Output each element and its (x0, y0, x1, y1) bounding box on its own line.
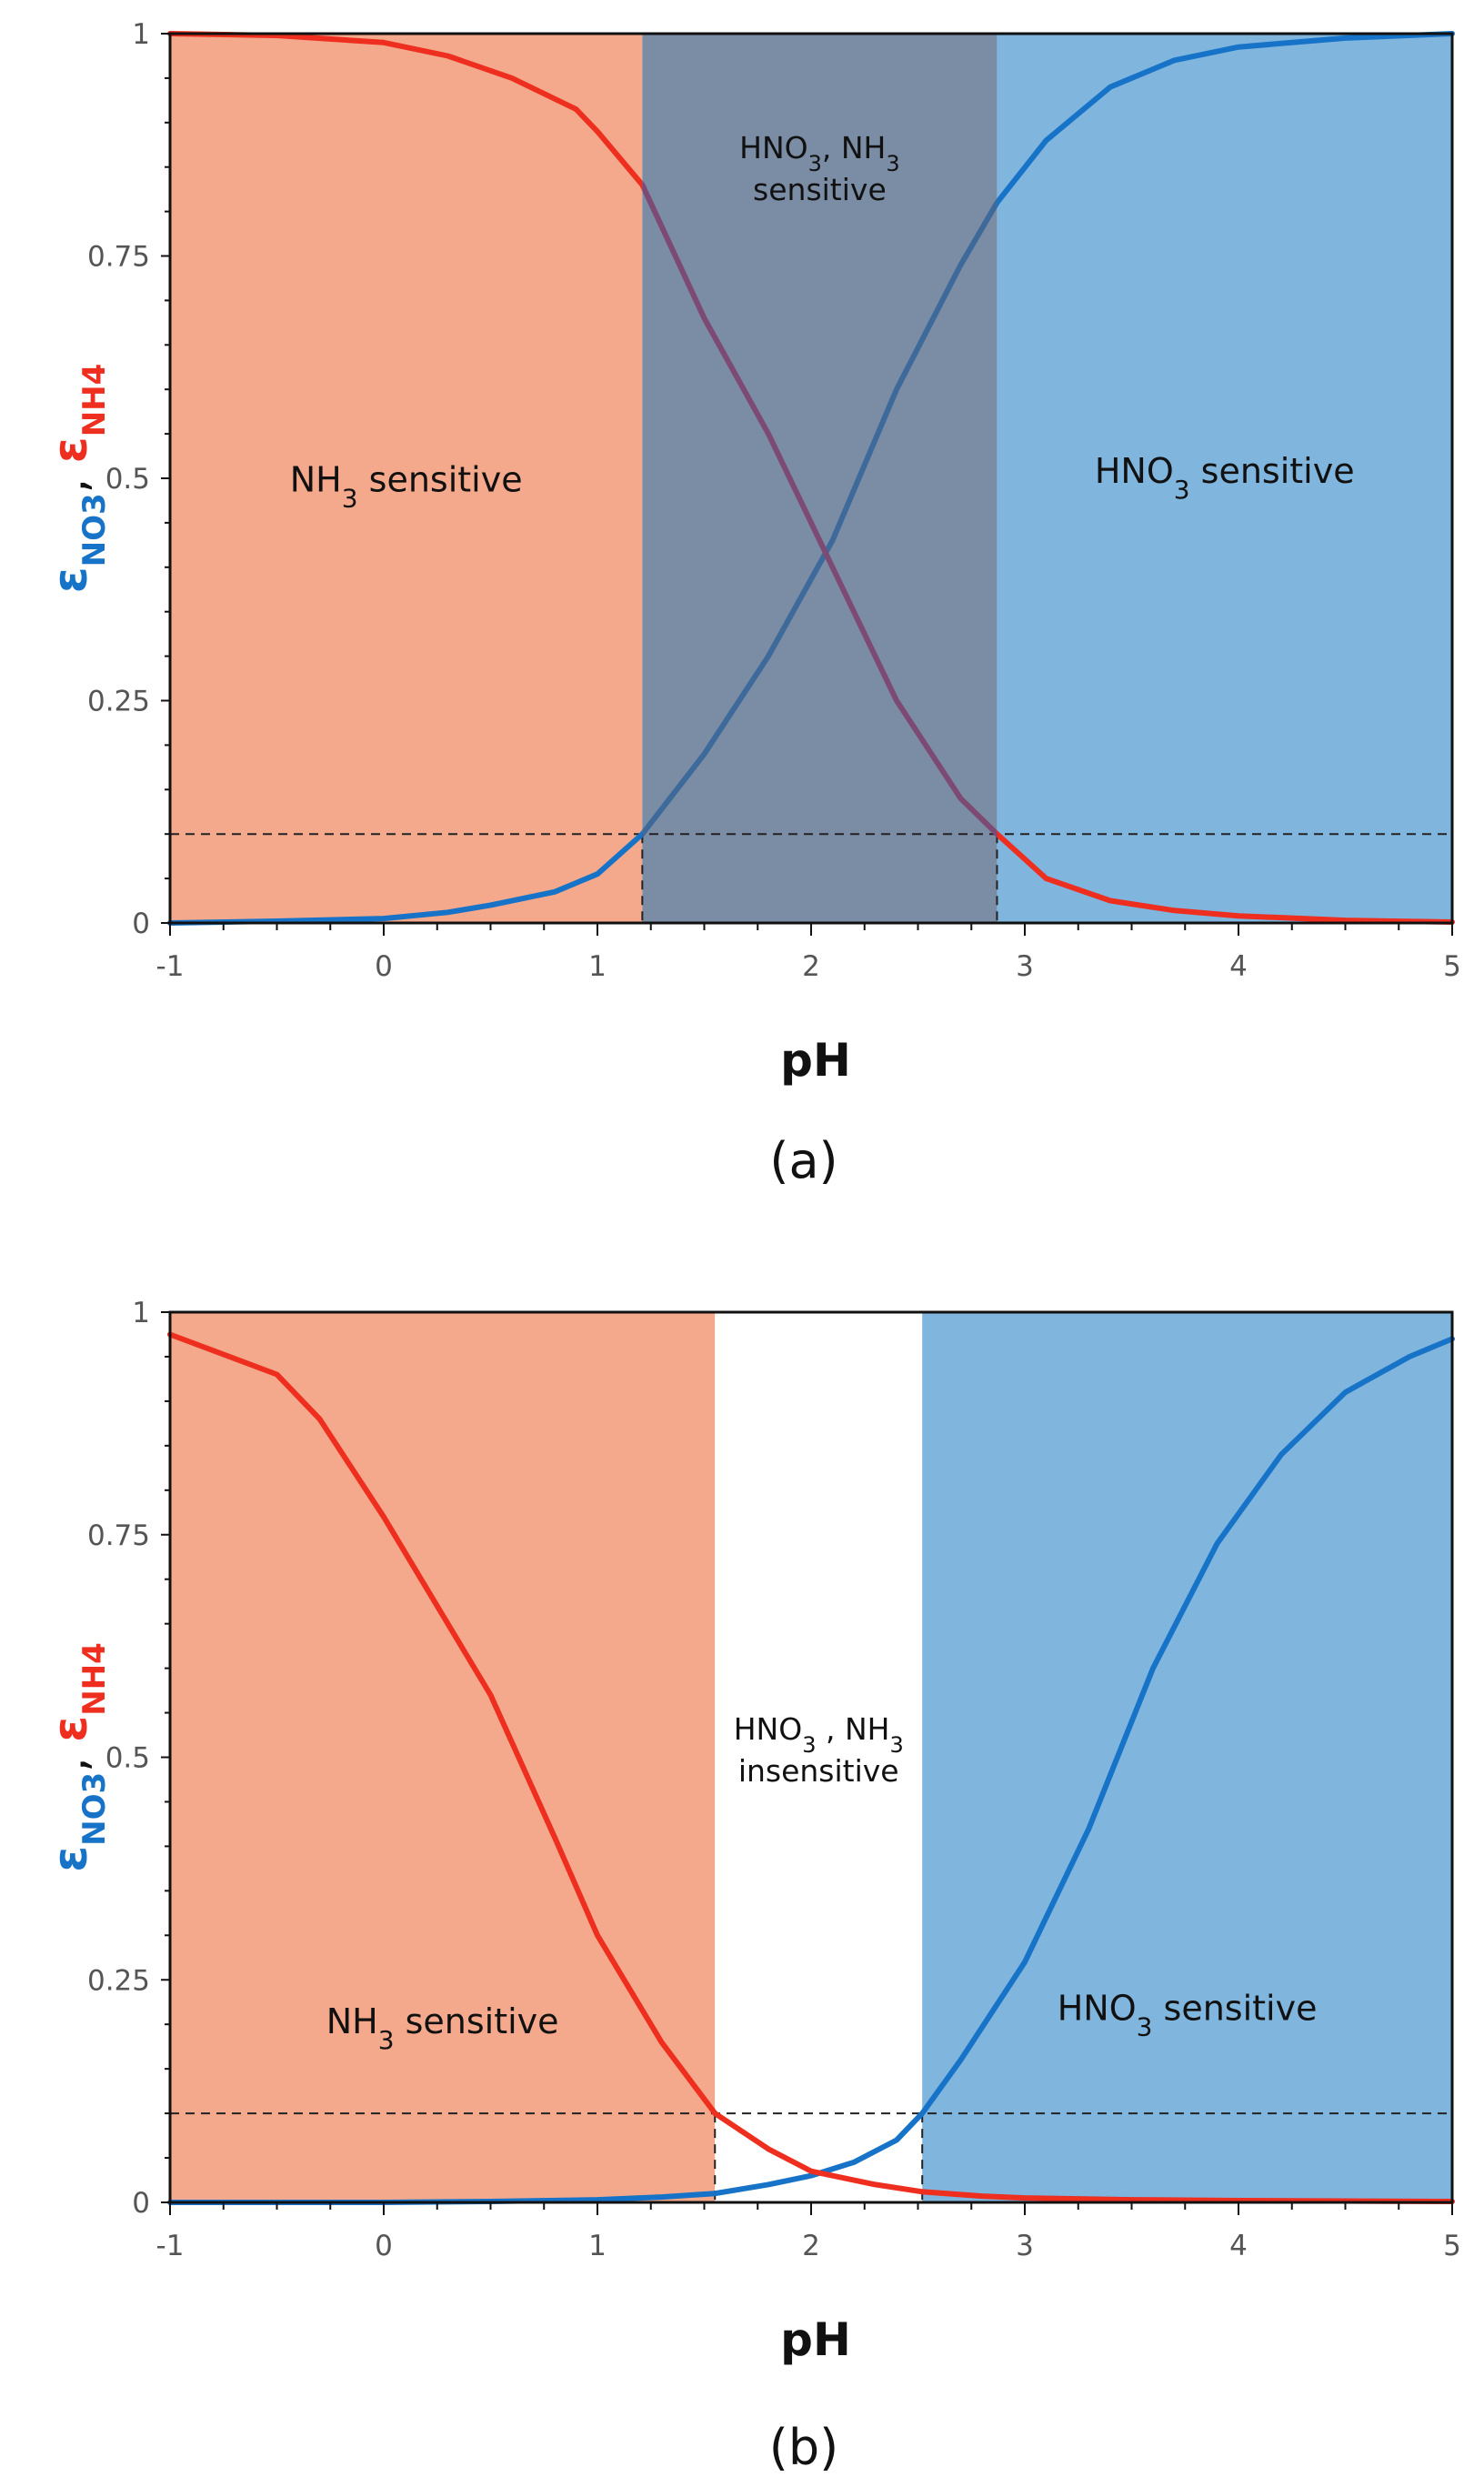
region-label-text: HNO (734, 1711, 802, 1747)
region-label-nh3: NH3 sensitive (326, 2001, 559, 2055)
y-label-subscript-no3: NO3 (76, 1772, 113, 1846)
curve-no3-in-overlap (642, 198, 998, 838)
x-tick-label: -1 (156, 2230, 185, 2262)
y-tick-label: 0 (132, 2187, 150, 2220)
curve-nh4-in-overlap (642, 180, 998, 838)
panel-label: (b) (769, 2419, 838, 2476)
region-label-subscript: 3 (1174, 474, 1190, 504)
y-tick-label: 0.5 (105, 463, 150, 496)
region-insensitive-band (715, 1312, 923, 2202)
x-tick-label: 5 (1443, 2230, 1461, 2262)
y-label-epsilon-nh4: ε (44, 1716, 98, 1742)
region-label-subscript: 3 (808, 151, 822, 176)
y-tick-label: 1 (132, 1297, 150, 1329)
y-label-separator: , (44, 1742, 98, 1772)
y-axis-label: εNO3, εNH4 (44, 1642, 113, 1872)
x-tick-label: 4 (1229, 950, 1248, 983)
y-label-epsilon-nh4: ε (44, 436, 98, 463)
curve-no3 (167, 1336, 1455, 2205)
x-tick-label: 3 (1016, 2230, 1034, 2262)
x-tick-label: 5 (1443, 950, 1461, 983)
x-tick-label: 3 (1016, 950, 1034, 983)
region-label-text: , NH (816, 1711, 889, 1747)
region-overlap-band (642, 34, 998, 923)
x-tick-label: 1 (588, 950, 607, 983)
y-label-subscript-nh4: NH4 (76, 364, 113, 437)
y-tick-label: 1 (132, 18, 150, 51)
y-label-separator: , (44, 463, 98, 493)
curve-nh4 (167, 1331, 1455, 2204)
x-tick-label: 0 (375, 2230, 393, 2262)
y-tick-label: 0.5 (105, 1742, 150, 1775)
x-tick-label: 2 (802, 950, 820, 983)
panel-label: (a) (769, 1132, 837, 1189)
region-label-subscript: 3 (886, 151, 899, 176)
region-hno3-band (997, 34, 1452, 923)
y-label-epsilon-no3: ε (44, 567, 98, 593)
region-label-subscript: 3 (378, 2024, 395, 2054)
x-tick-label: 4 (1229, 2230, 1248, 2262)
region-label-subscript: 3 (342, 483, 358, 513)
region-nh3-band (170, 1312, 716, 2202)
region-label-text: NH (290, 460, 342, 500)
region-label-subscript: 3 (889, 1732, 903, 1758)
x-tick-label: 0 (375, 950, 393, 983)
region-label-text: HNO (739, 130, 807, 165)
region-label-hno3: HNO3 sensitive (1058, 1988, 1318, 2041)
region-label-text: sensitive (1152, 1988, 1317, 2028)
region-label-text: HNO (1095, 451, 1174, 491)
y-tick-label: 0.75 (87, 1519, 150, 1552)
region-label-text: sensitive (358, 460, 523, 500)
region-label-insensitive-line2: insensitive (738, 1753, 899, 1789)
region-label-overlap-line1: HNO3, NH3 (739, 130, 900, 176)
region-label-text: , NH (822, 130, 886, 165)
x-tick-label: -1 (156, 950, 185, 983)
y-axis-label: εNO3, εNH4 (44, 364, 113, 594)
region-label-hno3: HNO3 sensitive (1095, 451, 1355, 505)
region-label-text: HNO (1058, 1988, 1137, 2028)
x-tick-label: 1 (588, 2230, 607, 2262)
y-tick-label: 0.75 (87, 241, 150, 274)
x-axis-label: pH (780, 2313, 851, 2366)
x-axis-label: pH (780, 1034, 851, 1087)
region-label-subscript: 3 (1137, 2011, 1153, 2041)
y-label-subscript-nh4: NH4 (76, 1642, 113, 1716)
x-tick-label: 2 (802, 2230, 820, 2262)
y-tick-label: 0.25 (87, 686, 150, 718)
y-label-epsilon-no3: ε (44, 1846, 98, 1872)
region-label-insensitive-line1: HNO3 , NH3 (734, 1711, 904, 1758)
region-label-subscript: 3 (802, 1732, 816, 1758)
region-label-overlap-line2: sensitive (753, 172, 887, 207)
y-tick-label: 0 (132, 908, 150, 940)
region-label-text: NH (326, 2001, 378, 2041)
region-label-nh3: NH3 sensitive (290, 460, 523, 514)
region-label-text: sensitive (395, 2001, 559, 2041)
region-hno3-band (922, 1312, 1452, 2202)
y-label-subscript-no3: NO3 (76, 493, 113, 567)
y-tick-label: 0.25 (87, 1964, 150, 1997)
region-nh3-band (170, 34, 643, 923)
region-label-text: sensitive (1190, 451, 1355, 491)
